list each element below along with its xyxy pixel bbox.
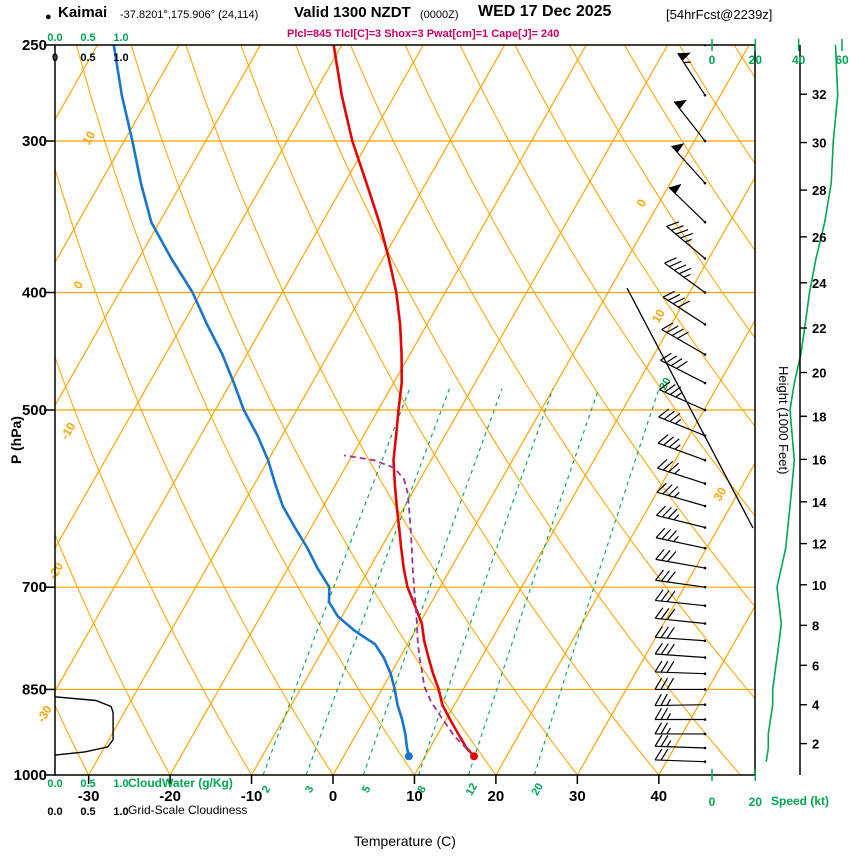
- svg-text:26: 26: [812, 230, 826, 245]
- mixing-ratio-lines: [262, 388, 660, 775]
- svg-text:20: 20: [530, 781, 547, 798]
- svg-text:0: 0: [52, 52, 58, 64]
- svg-text:-10: -10: [241, 788, 263, 805]
- svg-text:30: 30: [812, 136, 826, 151]
- svg-text:20: 20: [812, 365, 826, 380]
- svg-text:14: 14: [812, 495, 827, 510]
- svg-text:1.0: 1.0: [113, 778, 128, 790]
- svg-text:12: 12: [464, 781, 481, 798]
- svg-text:400: 400: [22, 284, 47, 301]
- pressure-axis: 250 300 400 500 700 850 1000: [14, 37, 55, 784]
- speed-axis: 0 20 40 60 0 20: [709, 39, 849, 809]
- svg-text:-20: -20: [45, 560, 66, 582]
- svg-text:8: 8: [415, 784, 428, 795]
- svg-text:60: 60: [835, 53, 849, 67]
- svg-text:28: 28: [812, 183, 826, 198]
- cloud-scales: 0.0 0.5 1.0 0 0.5 1.0 0.0 0.5 1.0 0.0 0.5 1.0: [47, 32, 128, 818]
- temperature-axis-title: Temperature (C): [354, 833, 456, 849]
- svg-text:40: 40: [650, 788, 667, 805]
- svg-text:20: 20: [749, 795, 763, 809]
- cloudwater-label: CloudWater (g/Kg): [128, 776, 233, 790]
- svg-text:18: 18: [812, 409, 826, 424]
- svg-text:0: 0: [70, 278, 86, 291]
- svg-text:0.5: 0.5: [80, 806, 95, 818]
- surface-dots: [404, 752, 479, 761]
- svg-text:30: 30: [711, 484, 730, 503]
- svg-text:20: 20: [488, 788, 505, 805]
- skewt-grid: [55, 45, 755, 775]
- svg-text:250: 250: [22, 37, 47, 54]
- svg-text:3: 3: [303, 784, 316, 795]
- svg-text:-30: -30: [78, 788, 100, 805]
- station-marker-icon: ●: [45, 11, 52, 23]
- valid-date: WED 17 Dec 2025: [478, 3, 612, 20]
- height-axis-title: Height (1000 Feet): [776, 366, 791, 475]
- svg-text:-10: -10: [58, 420, 79, 442]
- svg-text:10: 10: [649, 306, 668, 325]
- wind-barbs: [654, 45, 707, 763]
- surface-temp-dot: [470, 752, 479, 761]
- parcel-curve: [343, 454, 475, 757]
- surface-dewpoint-dot: [404, 752, 413, 761]
- stability-indices: Plcl=845 Tlcl[C]=3 Shox=3 Pwat[cm]=1 Cap…: [287, 28, 560, 40]
- svg-text:6: 6: [812, 658, 819, 673]
- temperature-curve: [332, 45, 475, 758]
- svg-text:20: 20: [749, 53, 763, 67]
- station-coords: -37.8201°,175.906° (24,114): [120, 9, 259, 21]
- svg-text:30: 30: [569, 788, 586, 805]
- aux-diagonal-line: [626, 287, 754, 529]
- svg-text:22: 22: [812, 321, 826, 336]
- valid-time: Valid 1300 NZDT: [294, 4, 411, 21]
- svg-text:2: 2: [812, 737, 819, 752]
- svg-text:0: 0: [634, 196, 650, 209]
- forecast-tag: [54hrFcst@2239z]: [666, 7, 773, 22]
- svg-text:16: 16: [812, 452, 826, 467]
- svg-text:8: 8: [812, 618, 819, 633]
- svg-text:1000: 1000: [14, 767, 47, 784]
- svg-text:0: 0: [329, 788, 337, 805]
- pressure-axis-title: P (hPa): [8, 416, 24, 464]
- svg-text:4: 4: [812, 698, 820, 713]
- svg-text:0.0: 0.0: [47, 778, 62, 790]
- svg-text:850: 850: [22, 681, 47, 698]
- svg-text:700: 700: [22, 579, 47, 596]
- temperature-axis: -30 -20 -10 0 10 20 30 40: [78, 775, 667, 805]
- speed-axis-title: Speed (kt): [770, 794, 829, 808]
- svg-text:300: 300: [22, 133, 47, 150]
- svg-text:24: 24: [812, 276, 827, 291]
- svg-text:-30: -30: [34, 703, 55, 725]
- svg-text:1.0: 1.0: [113, 806, 128, 818]
- svg-text:10: 10: [812, 578, 826, 593]
- svg-text:10: 10: [406, 788, 423, 805]
- svg-text:0.5: 0.5: [80, 778, 95, 790]
- dewpoint-curve: [112, 45, 411, 757]
- cloudiness-label: Grid-Scale Cloudiness: [128, 803, 248, 817]
- svg-text:32: 32: [812, 87, 826, 102]
- svg-text:12: 12: [812, 537, 826, 552]
- svg-text:0.5: 0.5: [80, 52, 95, 64]
- speed-profile-curve: [765, 44, 839, 762]
- svg-text:0.5: 0.5: [80, 32, 95, 44]
- cloudiness-outline: [55, 696, 114, 756]
- svg-text:5: 5: [360, 784, 373, 795]
- svg-text:0.0: 0.0: [47, 806, 62, 818]
- svg-text:10: 10: [79, 128, 98, 147]
- svg-text:500: 500: [22, 402, 47, 419]
- svg-text:1.0: 1.0: [113, 52, 128, 64]
- svg-text:40: 40: [792, 53, 806, 67]
- svg-text:-20: -20: [159, 788, 181, 805]
- svg-text:0: 0: [709, 795, 716, 809]
- svg-text:2: 2: [260, 784, 273, 795]
- svg-text:0.0: 0.0: [47, 32, 62, 44]
- svg-text:0: 0: [709, 53, 716, 67]
- station-name: Kaimai: [58, 4, 108, 21]
- svg-text:1.0: 1.0: [113, 32, 128, 44]
- valid-utc: (0000Z): [420, 9, 459, 21]
